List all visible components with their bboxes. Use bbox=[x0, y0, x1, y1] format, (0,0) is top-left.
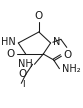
Text: HN: HN bbox=[1, 37, 16, 47]
Text: O: O bbox=[35, 11, 43, 21]
Text: O: O bbox=[18, 69, 26, 79]
Text: O: O bbox=[6, 49, 15, 59]
Text: I: I bbox=[22, 80, 25, 89]
Text: NH₂: NH₂ bbox=[62, 64, 81, 74]
Text: O: O bbox=[63, 50, 71, 60]
Text: NH: NH bbox=[18, 59, 33, 69]
Text: N: N bbox=[53, 37, 61, 47]
